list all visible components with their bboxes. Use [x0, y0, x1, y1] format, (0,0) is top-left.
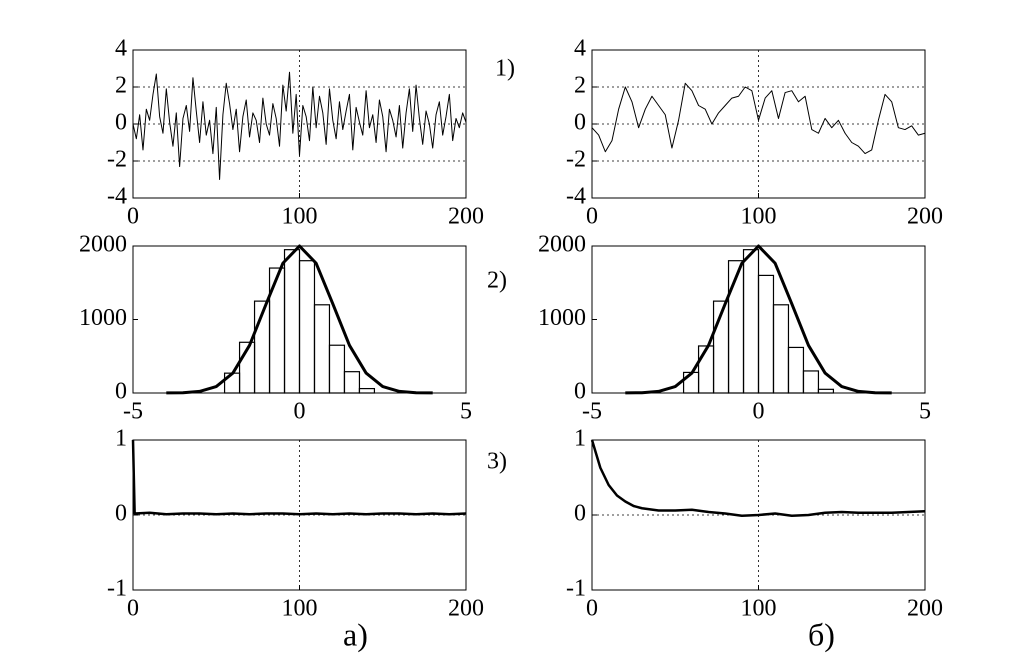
y-tick-label: 0 [574, 379, 586, 405]
y-tick-label: 0 [115, 110, 127, 136]
y-tick-label: 4 [115, 36, 127, 62]
histogram-bar [283, 249, 301, 394]
x-tick-label: 200 [448, 204, 484, 230]
data-line [131, 439, 467, 516]
y-tick-label: -1 [566, 576, 586, 602]
x-tick-label: 0 [127, 204, 139, 230]
y-tick-label: 1000 [538, 305, 586, 331]
density-curve [166, 244, 433, 395]
x-tick-label: 100 [741, 596, 777, 622]
y-tick-label: 2 [115, 73, 127, 99]
histogram-bar [358, 387, 376, 394]
data-line [591, 82, 926, 155]
y-tick-label: -4 [107, 184, 127, 210]
row-label: 2) [487, 268, 507, 294]
x-tick-label: -5 [582, 399, 602, 425]
y-tick-label: 4 [574, 36, 586, 62]
x-tick-label: 0 [586, 204, 598, 230]
histogram-bar [328, 344, 346, 394]
x-tick-label: 5 [460, 399, 472, 425]
x-tick-label: 200 [907, 204, 943, 230]
data-line [132, 71, 467, 180]
y-tick-label: 0 [115, 501, 127, 527]
column-label: б) [808, 616, 835, 652]
x-tick-label: 0 [753, 399, 765, 425]
x-tick-label: 5 [919, 399, 931, 425]
x-tick-label: 0 [586, 596, 598, 622]
histogram-bar [343, 371, 361, 394]
histogram-bar [298, 260, 316, 394]
histogram-bar [757, 274, 775, 394]
y-tick-label: 0 [574, 501, 586, 527]
y-tick-label: 0 [115, 379, 127, 405]
x-tick-label: 100 [741, 204, 777, 230]
x-tick-label: -5 [123, 399, 143, 425]
y-tick-label: 1 [115, 426, 127, 452]
x-tick-label: 100 [282, 596, 318, 622]
y-tick-label: -1 [107, 576, 127, 602]
x-tick-label: 0 [127, 596, 139, 622]
y-tick-label: -2 [107, 147, 127, 173]
histogram-bar [817, 388, 835, 394]
row-label: 3) [487, 449, 507, 475]
row-label: 1) [495, 56, 515, 82]
y-tick-label: -2 [566, 147, 586, 173]
histogram-bar [742, 249, 760, 394]
density-curve [625, 244, 892, 395]
histogram-bar [313, 304, 331, 394]
histogram-bar [697, 345, 715, 394]
y-tick-label: 1 [574, 426, 586, 452]
histogram-bar [787, 346, 805, 394]
y-tick-label: 2000 [538, 232, 586, 258]
y-tick-label: 1000 [79, 305, 127, 331]
histogram-bar [772, 304, 790, 394]
x-tick-label: 100 [282, 204, 318, 230]
x-tick-label: 0 [294, 399, 306, 425]
column-label: а) [343, 616, 368, 652]
y-tick-label: 2000 [79, 232, 127, 258]
y-tick-label: 2 [574, 73, 586, 99]
y-tick-label: -4 [566, 184, 586, 210]
histogram-bar [802, 370, 820, 394]
x-tick-label: 200 [907, 596, 943, 622]
data-line [590, 439, 926, 517]
x-tick-label: 200 [448, 596, 484, 622]
y-tick-label: 0 [574, 110, 586, 136]
